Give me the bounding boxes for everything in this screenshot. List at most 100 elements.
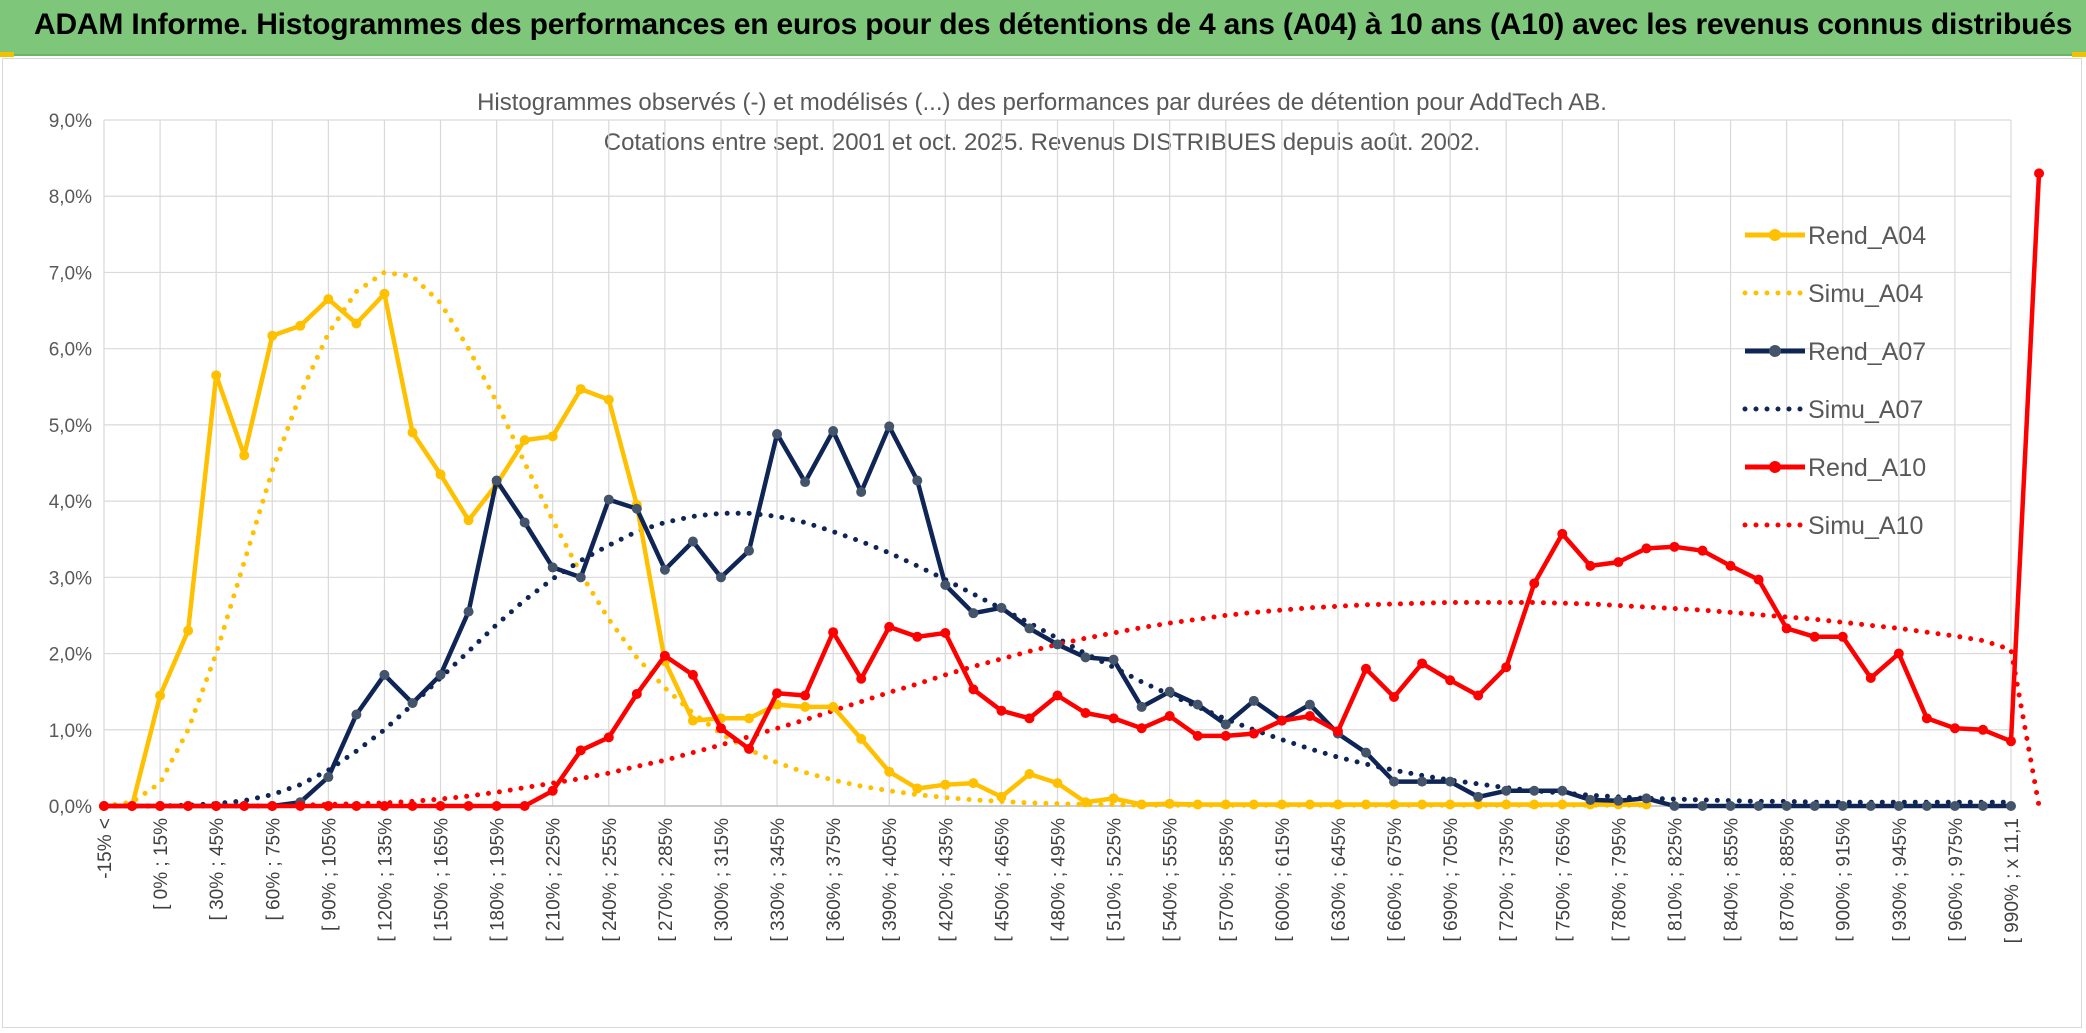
- data-point: [940, 779, 951, 790]
- data-point: [631, 503, 642, 514]
- data-point: [828, 627, 839, 638]
- series-line-simu-a10: [101, 600, 2042, 809]
- legend-label: Rend_A04: [1808, 222, 1926, 250]
- x-tick-label: -15% <: [95, 818, 116, 879]
- data-point: [912, 783, 923, 794]
- data-point: [856, 733, 867, 744]
- y-tick-label: 4,0%: [49, 492, 92, 513]
- data-point: [1641, 543, 1652, 554]
- data-point: [1501, 785, 1512, 796]
- data-point: [1445, 675, 1456, 686]
- data-point: [1248, 695, 1259, 706]
- x-tick-label: [ 30% ; 45%: [207, 818, 228, 921]
- x-tick-label: [ 0% ; 15%: [151, 818, 172, 910]
- data-point: [996, 602, 1007, 613]
- data-point: [1781, 623, 1792, 634]
- data-point: [323, 801, 334, 811]
- header-banner: ADAM Informe. Histogrammes des performan…: [0, 0, 2086, 56]
- data-point: [659, 564, 670, 575]
- data-point: [183, 625, 194, 636]
- data-point: [856, 673, 867, 684]
- data-point: [1360, 663, 1371, 674]
- x-tick-label: [ 480% ; 495%: [1049, 818, 1070, 942]
- x-tick-label: [ 990% ; x 11,1: [2002, 818, 2023, 943]
- data-point: [1136, 701, 1147, 712]
- data-point: [1164, 686, 1175, 697]
- x-tick-label: [ 60% ; 75%: [263, 818, 284, 921]
- chart-title: Histogrammes observés (-) et modélisés (…: [477, 89, 1607, 116]
- series-group: [99, 168, 2045, 811]
- data-point: [715, 572, 726, 583]
- legend-marker: [1769, 461, 1781, 473]
- data-point: [1220, 730, 1231, 741]
- data-point: [1725, 560, 1736, 571]
- data-point: [1052, 639, 1063, 650]
- legend-marker: [1769, 345, 1781, 357]
- data-point: [435, 469, 446, 480]
- x-tick-label: [ 570% ; 585%: [1217, 818, 1238, 942]
- data-point: [1108, 793, 1119, 804]
- data-point: [884, 621, 895, 632]
- series-line-rend-a04: [101, 291, 1649, 809]
- data-point: [1641, 793, 1652, 804]
- data-point: [1977, 801, 1988, 811]
- data-point: [1304, 699, 1315, 710]
- x-tick-label: [ 720% ; 735%: [1497, 818, 1518, 942]
- data-point: [1921, 713, 1932, 724]
- data-point: [1164, 798, 1175, 809]
- data-point: [1052, 778, 1063, 789]
- data-point: [183, 801, 194, 811]
- data-point: [1024, 768, 1035, 779]
- x-tick-label: [ 690% ; 705%: [1441, 818, 1462, 942]
- data-point: [435, 669, 446, 680]
- x-tick-label: [ 360% ; 375%: [824, 818, 845, 942]
- x-tick-label: [ 120% ; 135%: [375, 818, 396, 942]
- data-point: [1417, 799, 1428, 810]
- data-point: [575, 384, 586, 395]
- data-point: [1417, 776, 1428, 787]
- banner-title: ADAM Informe. Histogrammes des performan…: [34, 8, 2073, 41]
- data-point: [1108, 654, 1119, 665]
- data-point: [800, 701, 811, 712]
- data-point: [491, 475, 502, 486]
- data-point: [1080, 797, 1091, 808]
- data-point: [1697, 801, 1708, 811]
- data-point: [744, 743, 755, 754]
- data-point: [856, 486, 867, 497]
- data-point: [323, 772, 334, 783]
- data-point: [912, 475, 923, 486]
- data-point: [744, 545, 755, 556]
- data-point: [463, 606, 474, 617]
- data-point: [211, 370, 222, 381]
- data-point: [435, 801, 446, 811]
- data-point: [1024, 713, 1035, 724]
- chart-frame: [2, 58, 2082, 1028]
- y-tick-label: 5,0%: [49, 416, 92, 437]
- legend-marker: [1769, 229, 1781, 241]
- legend-label: Rend_A07: [1808, 338, 1926, 366]
- data-point: [884, 766, 895, 777]
- data-point: [1192, 730, 1203, 741]
- y-tick-label: 2,0%: [49, 645, 92, 666]
- data-point: [659, 650, 670, 661]
- x-tick-label: [ 930% ; 945%: [1890, 818, 1911, 942]
- corner-mark-left: [0, 52, 14, 57]
- data-point: [267, 801, 278, 811]
- data-point: [1613, 557, 1624, 568]
- data-point: [1360, 799, 1371, 810]
- data-point: [407, 698, 418, 709]
- y-tick-label: 1,0%: [49, 721, 92, 742]
- data-point: [772, 688, 783, 699]
- data-point: [1501, 662, 1512, 673]
- data-point: [1473, 799, 1484, 810]
- data-point: [463, 801, 474, 811]
- data-point: [463, 515, 474, 526]
- x-tick-label: [ 330% ; 345%: [768, 818, 789, 942]
- y-tick-label: 3,0%: [49, 568, 92, 589]
- data-point: [940, 627, 951, 638]
- data-point: [744, 713, 755, 724]
- data-point: [1809, 801, 1820, 811]
- data-point: [1192, 699, 1203, 710]
- legend-label: Simu_A07: [1808, 396, 1923, 424]
- x-tick-label: [ 540% ; 555%: [1161, 818, 1182, 942]
